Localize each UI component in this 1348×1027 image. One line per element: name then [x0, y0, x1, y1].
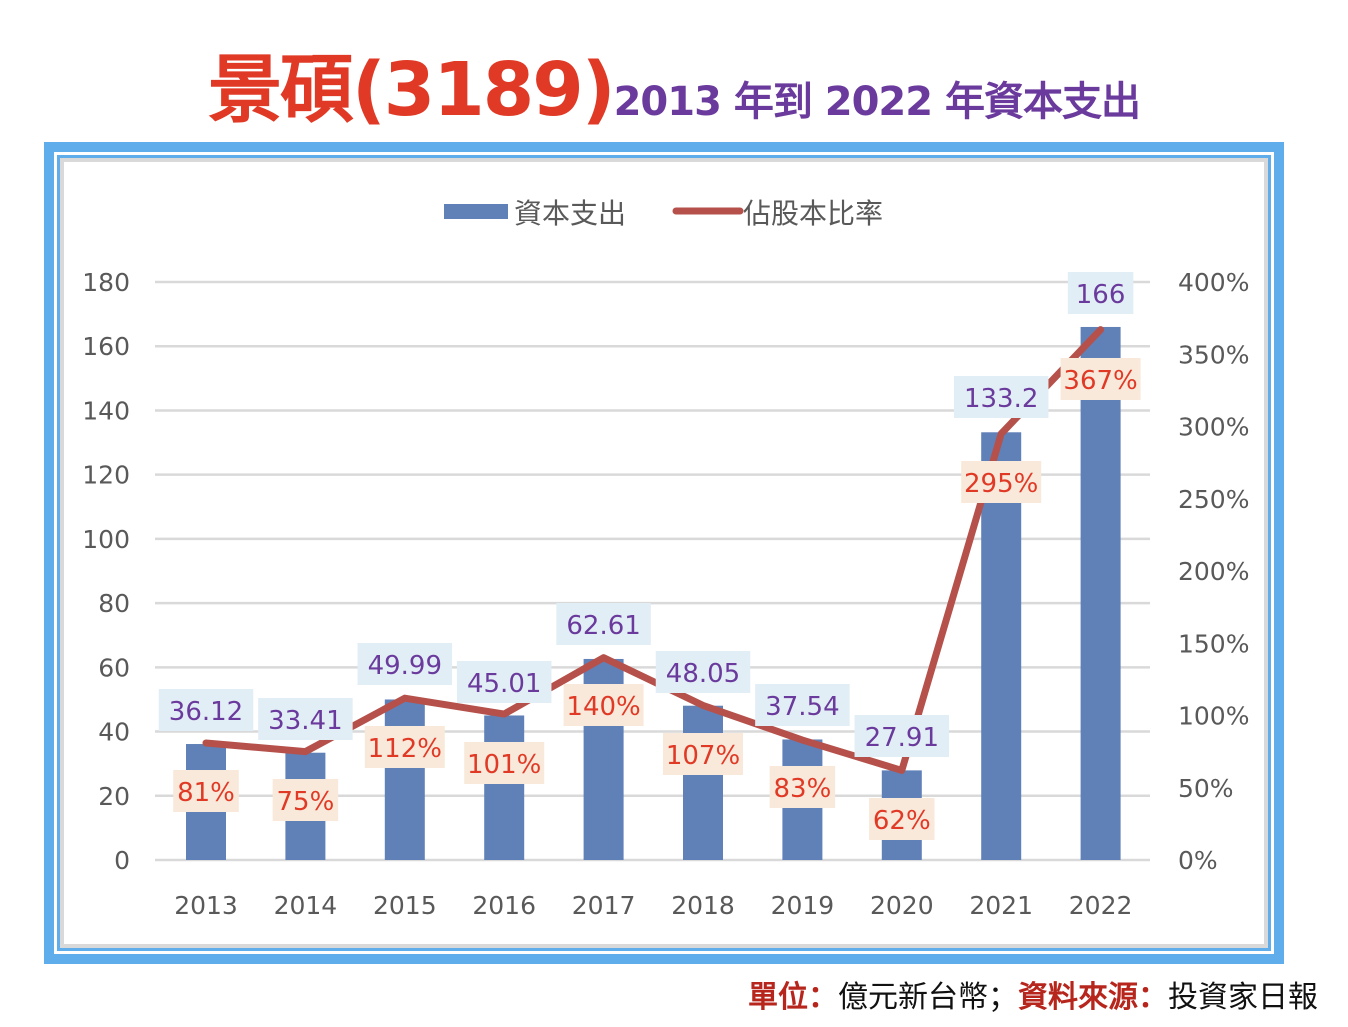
line-data-label-bg	[869, 798, 935, 840]
source-label: 資料來源：	[1018, 980, 1168, 1015]
y-right-tick-label: 100%	[1178, 702, 1249, 731]
bar-data-label-bg	[854, 715, 950, 757]
line-point-2016	[503, 713, 506, 716]
legend-label-bar: 資本支出	[514, 197, 626, 230]
chart-title: 景碩(3189)2013 年到 2022 年資本支出	[0, 30, 1348, 137]
legend: 資本支出 佔股本比率	[444, 197, 883, 230]
line-data-label-bg	[173, 770, 239, 812]
x-tick-label: 2021	[969, 891, 1033, 920]
line-point-2018	[702, 704, 704, 707]
line-data-label-bg	[364, 726, 445, 768]
line-point-2015	[403, 697, 406, 700]
bar-data-label-bg	[357, 643, 453, 685]
x-tick-label: 2015	[373, 891, 437, 920]
bar-data-label: 166	[1076, 280, 1126, 310]
line-data-label-bg	[464, 742, 545, 784]
line-data-label: 107%	[666, 741, 740, 771]
y-left-tick-label: 40	[98, 718, 130, 747]
bar-data-label: 45.01	[467, 669, 541, 699]
y-left-tick-label: 0	[114, 846, 130, 875]
line-data-label: 62%	[873, 806, 931, 836]
bar-2021	[981, 432, 1022, 860]
x-tick-label: 2016	[472, 891, 536, 920]
bar-data-label-bg	[556, 603, 651, 645]
bar-data-label: 27.91	[865, 723, 939, 753]
line-data-label: 112%	[368, 734, 442, 764]
line-point-2020	[900, 769, 903, 772]
bar-data-label-bg	[755, 684, 850, 726]
bar-2018	[683, 705, 723, 860]
bar-data-label: 36.12	[169, 697, 243, 727]
line-data-label-bg	[769, 766, 836, 808]
bar-data-label-bg	[158, 689, 254, 731]
legend-label-line: 佔股本比率	[743, 197, 883, 230]
line-data-label: 140%	[566, 692, 640, 722]
line-data-label-bg	[272, 779, 339, 821]
bar-2022	[1080, 326, 1121, 860]
bar-data-label: 33.41	[268, 706, 342, 736]
bar-data-label: 37.54	[765, 692, 839, 722]
bar-2016	[484, 715, 525, 860]
line-point-2019	[801, 739, 804, 742]
bar-data-label-bg	[953, 376, 1049, 418]
line-series	[202, 326, 1105, 774]
title-company: 景碩(3189)	[207, 47, 616, 133]
unit-label: 單位：	[748, 980, 838, 1015]
bar-data-label: 49.99	[368, 651, 442, 681]
y-left-tick-label: 20	[98, 782, 130, 811]
y-right-tick-label: 400%	[1178, 268, 1249, 297]
y-right-tick-label: 50%	[1178, 774, 1234, 803]
line-data-label: 75%	[277, 787, 335, 817]
line-point-2022	[1099, 328, 1102, 331]
x-tick-label: 2014	[274, 891, 338, 920]
y-left-tick-label: 140	[82, 396, 130, 425]
y-left-tick-label: 80	[98, 589, 130, 618]
line-point-2014	[304, 750, 307, 753]
y-right-tick-label: 250%	[1178, 485, 1249, 514]
unit-value: 億元新台幣；	[838, 980, 1018, 1015]
x-tick-label: 2018	[671, 891, 735, 920]
y-right-tick-label: 300%	[1178, 413, 1249, 442]
footer-note: 單位：億元新台幣；資料來源：投資家日報	[748, 972, 1318, 1016]
x-tick-label: 2020	[870, 891, 934, 920]
line-data-label-bg	[563, 684, 644, 726]
line-data-label: 81%	[177, 778, 235, 808]
bar-data-label-bg	[258, 698, 353, 740]
x-tick-label: 2022	[1069, 891, 1133, 920]
line-data-label-bg	[961, 461, 1042, 503]
line-point-2017	[602, 656, 605, 659]
y-left-tick-label: 160	[82, 332, 130, 361]
line-data-label: 295%	[964, 469, 1038, 499]
legend-swatch-bar	[444, 204, 508, 219]
bar-data-label: 62.61	[566, 611, 640, 641]
line-data-label-bg	[663, 733, 743, 775]
title-subtitle: 2013 年到 2022 年資本支出	[613, 79, 1141, 125]
bar-data-label: 133.2	[964, 384, 1038, 414]
line-data-label-bg	[1060, 358, 1141, 400]
y-left-tick-label: 60	[98, 653, 130, 682]
line-point-2021	[1000, 432, 1003, 435]
y-left-tick-label: 100	[82, 525, 130, 554]
x-tick-label: 2017	[572, 891, 636, 920]
y-right-tick-label: 350%	[1178, 340, 1249, 369]
line-point-2013	[205, 741, 207, 744]
line-data-label: 367%	[1063, 366, 1137, 396]
bar-data-label: 48.05	[666, 659, 740, 689]
bar-data-label-bg	[655, 651, 751, 693]
line-data-label: 101%	[467, 750, 541, 780]
y-right-tick-label: 0%	[1178, 846, 1218, 875]
x-tick-label: 2013	[174, 891, 238, 920]
bar-2015	[384, 699, 425, 860]
line-data-label: 83%	[774, 774, 832, 804]
y-left-tick-label: 180	[82, 268, 130, 297]
y-right-tick-label: 200%	[1178, 557, 1249, 586]
y-left-tick-label: 120	[82, 461, 130, 490]
y-right-tick-label: 150%	[1178, 629, 1249, 658]
source-value: 投資家日報	[1168, 980, 1318, 1015]
bar-data-label-bg	[1067, 272, 1134, 314]
x-tick-label: 2019	[771, 891, 835, 920]
bar-data-label-bg	[456, 661, 552, 703]
